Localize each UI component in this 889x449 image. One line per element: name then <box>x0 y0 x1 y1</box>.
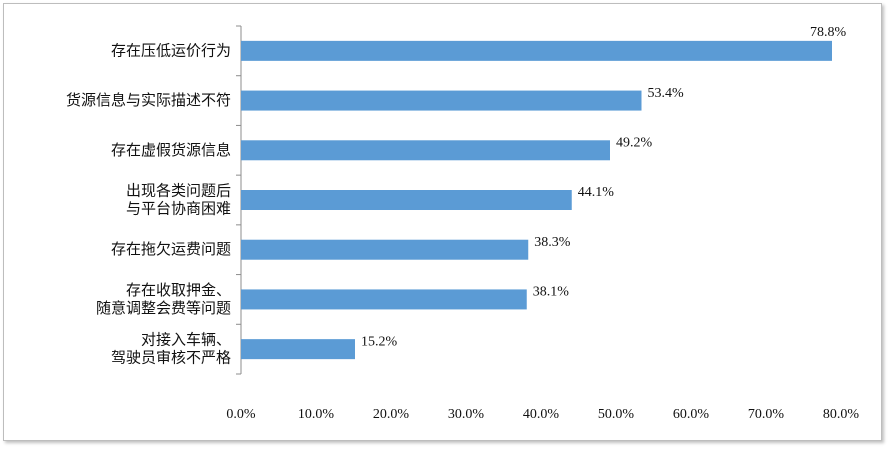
bar-7 <box>241 339 355 360</box>
bar-5 <box>241 239 529 260</box>
x-tick-label: 80.0% <box>823 407 860 422</box>
data-label-7: 15.2% <box>361 334 398 349</box>
category-label-3: 存在虚假货源信息 <box>111 141 231 159</box>
category-label-4: 与平台协商困难 <box>126 200 231 218</box>
bar-3 <box>241 140 610 161</box>
bar-4 <box>241 190 572 210</box>
x-tick-label: 70.0% <box>748 407 785 422</box>
data-label-1: 78.8% <box>810 25 847 40</box>
category-label-4: 出现各类问题后 <box>126 182 231 200</box>
category-label-2: 货源信息与实际描述不符 <box>66 91 231 109</box>
bar-6 <box>241 289 527 310</box>
category-label-7: 驾驶员审核不严格 <box>111 349 231 367</box>
category-label-6: 存在收取押金、 <box>126 281 231 299</box>
bar-2 <box>241 90 642 111</box>
x-tick-label: 40.0% <box>523 407 560 422</box>
x-tick-label: 20.0% <box>373 407 410 422</box>
x-tick-label: 50.0% <box>598 407 635 422</box>
bar-chart: 78.8% 存在压低运价行为 53.4% 货源信息与实际描述不符 49.2% 存在虚假货源… <box>66 25 860 422</box>
x-tick-label: 0.0% <box>226 407 256 422</box>
data-label-3: 49.2% <box>616 136 653 151</box>
data-label-2: 53.4% <box>648 86 685 101</box>
data-label-6: 38.1% <box>533 285 570 300</box>
category-label-7: 对接入车辆、 <box>141 331 231 349</box>
category-label-5: 存在拖欠运费问题 <box>111 240 231 258</box>
data-label-5: 38.3% <box>534 235 571 250</box>
x-tick-label: 10.0% <box>298 407 335 422</box>
chart-frame: 78.8% 存在压低运价行为 53.4% 货源信息与实际描述不符 49.2% 存在虚假货源… <box>3 3 882 441</box>
bar-1 <box>241 40 832 61</box>
data-label-4: 44.1% <box>578 185 615 200</box>
x-tick-label: 30.0% <box>448 407 485 422</box>
x-tick-label: 60.0% <box>673 407 710 422</box>
category-label-1: 存在压低运价行为 <box>111 41 231 59</box>
category-label-6: 随意调整会费等问题 <box>96 299 231 317</box>
